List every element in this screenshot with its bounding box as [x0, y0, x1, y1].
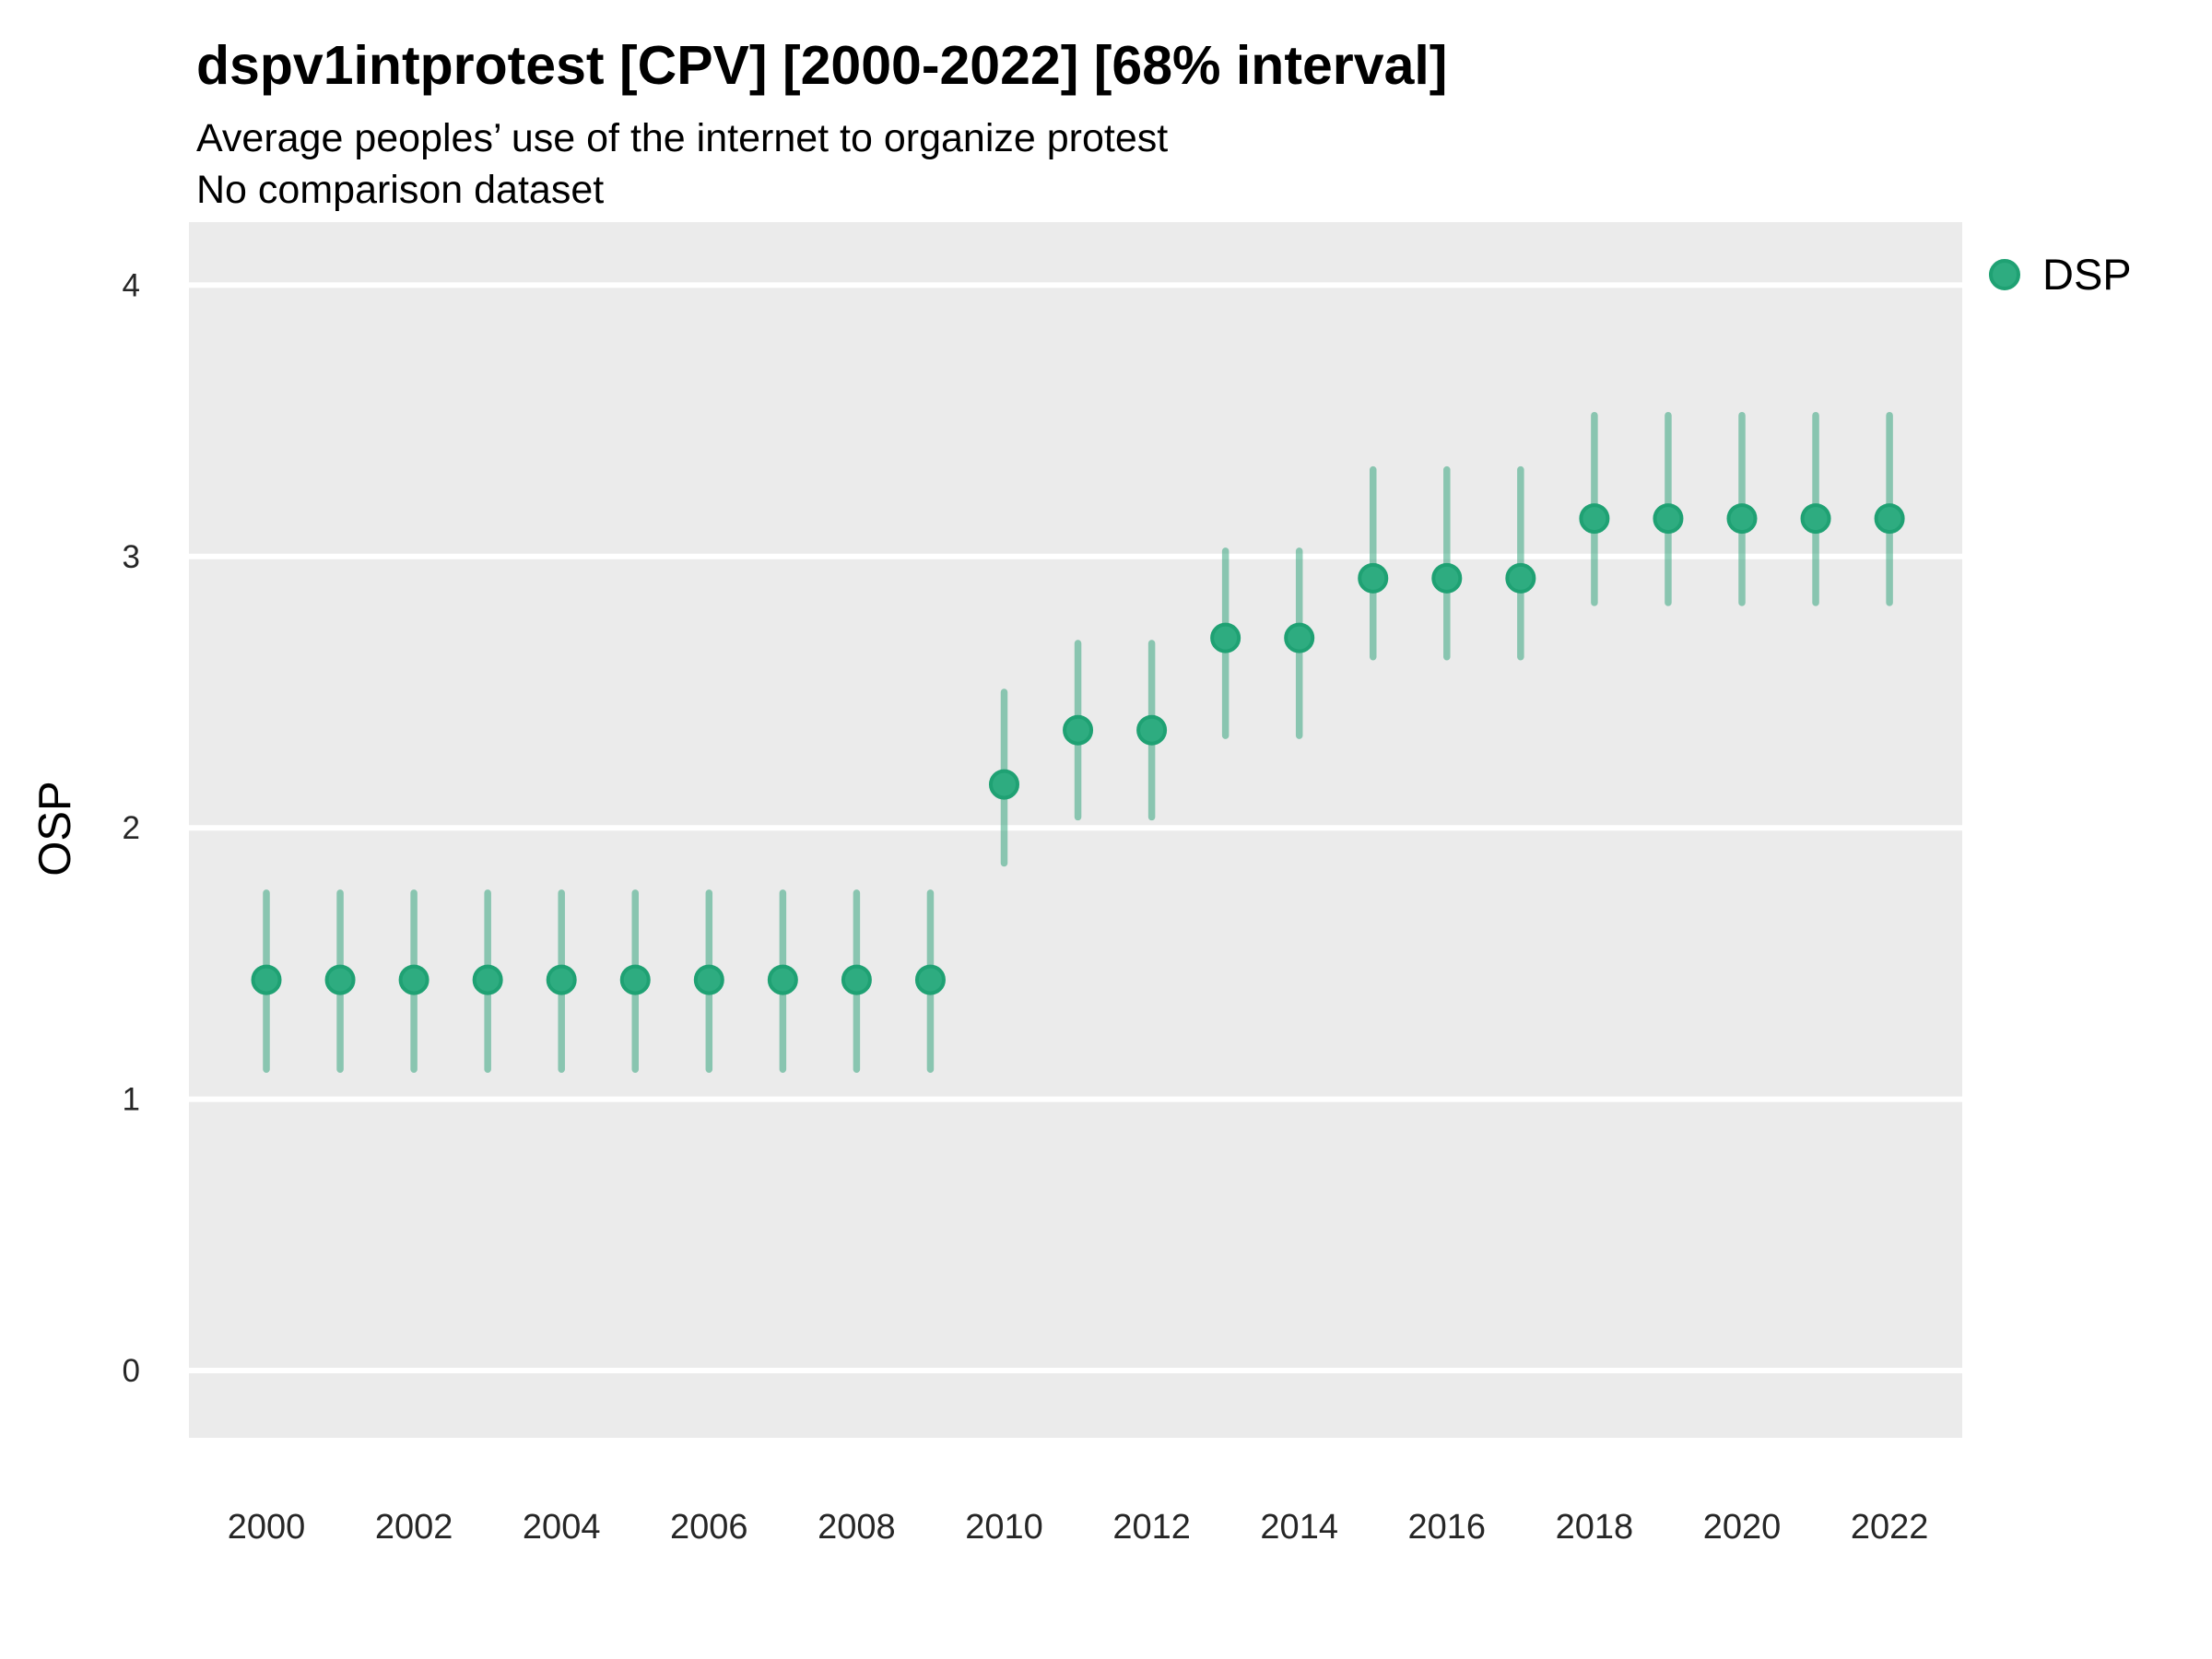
y-tick-label: 2 — [123, 810, 140, 846]
point-DSP-2014 — [1284, 622, 1315, 653]
point-DSP-2003 — [472, 964, 503, 995]
point-DSP-2011 — [1063, 714, 1094, 746]
x-tick-label: 2008 — [818, 1508, 896, 1547]
point-DSP-2013 — [1210, 622, 1241, 653]
point-DSP-2018 — [1579, 503, 1610, 535]
point-DSP-2017 — [1505, 562, 1536, 594]
chart-note: No comparison dataset — [196, 168, 605, 212]
y-tick-label: 0 — [123, 1353, 140, 1389]
x-tick-label: 2014 — [1260, 1508, 1338, 1547]
point-DSP-2000 — [251, 964, 282, 995]
point-DSP-2008 — [841, 964, 872, 995]
point-DSP-2012 — [1136, 714, 1168, 746]
x-tick-label: 2012 — [1112, 1508, 1191, 1547]
point-DSP-2007 — [767, 964, 798, 995]
legend: DSP — [1989, 249, 2132, 300]
legend-label: DSP — [2042, 250, 2132, 299]
chart-subtitle: Average peoples’ use of the internet to … — [196, 116, 1169, 160]
point-DSP-2010 — [989, 769, 1019, 800]
legend-marker-dot — [1989, 258, 2020, 290]
point-DSP-2019 — [1653, 503, 1684, 535]
x-tick-label: 2002 — [375, 1508, 453, 1547]
point-DSP-2006 — [693, 964, 724, 995]
y-tick-label: 1 — [123, 1082, 140, 1118]
x-tick-label: 2018 — [1556, 1508, 1634, 1547]
y-tick-label: 3 — [123, 539, 140, 575]
point-DSP-2009 — [914, 964, 946, 995]
point-DSP-2021 — [1800, 503, 1831, 535]
x-tick-label: 2010 — [965, 1508, 1043, 1547]
y-tick-label: 4 — [123, 267, 140, 303]
point-DSP-2001 — [324, 964, 356, 995]
x-tick-label: 2016 — [1408, 1508, 1487, 1547]
point-DSP-2005 — [619, 964, 651, 995]
x-tick-label: 2020 — [1703, 1508, 1782, 1547]
x-tick-label: 2022 — [1851, 1508, 1929, 1547]
chart-title: dspv1intprotest [CPV] [2000-2022] [68% i… — [196, 35, 1448, 96]
point-DSP-2004 — [546, 964, 577, 995]
point-DSP-2002 — [398, 964, 429, 995]
x-tick-label: 2006 — [670, 1508, 748, 1547]
x-tick-label: 2004 — [523, 1508, 601, 1547]
x-tick-label: 2000 — [228, 1508, 306, 1547]
point-DSP-2016 — [1431, 562, 1463, 594]
point-DSP-2022 — [1874, 503, 1905, 535]
point-DSP-2015 — [1358, 562, 1389, 594]
point-DSP-2020 — [1726, 503, 1758, 535]
